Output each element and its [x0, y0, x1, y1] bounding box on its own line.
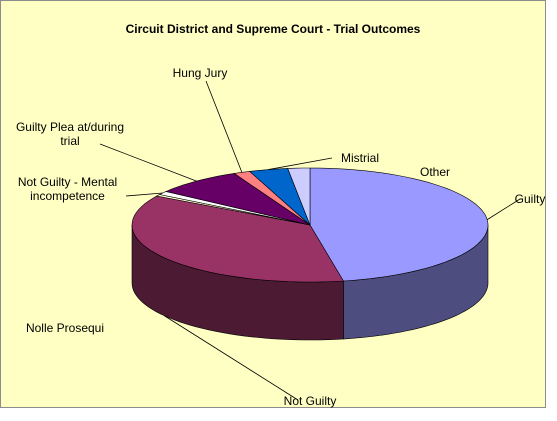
- leader-line: [99, 143, 197, 182]
- slice: [309, 167, 489, 282]
- slice-label: Guilty Plea at/during trial: [15, 120, 125, 148]
- leader-line: [486, 198, 521, 220]
- slice-label: Not Guilty: [283, 394, 337, 408]
- slice-label: Hung Jury: [172, 66, 228, 80]
- slice-label: Other: [419, 165, 450, 179]
- leader-line: [164, 315, 299, 401]
- leader-line: [268, 157, 333, 170]
- slice-label: Mistrial: [341, 151, 379, 165]
- slice: [287, 167, 311, 226]
- leader-line: [205, 80, 243, 173]
- slice-label: Not Guilty - Mental incompetence: [17, 175, 118, 203]
- leader-line: [125, 192, 163, 197]
- slice-label: Guilty: [514, 192, 546, 206]
- slice: [131, 195, 344, 283]
- chart-title: Circuit District and Supreme Court - Tri…: [125, 22, 421, 36]
- slice-label: Nolle Prosequi: [25, 321, 105, 335]
